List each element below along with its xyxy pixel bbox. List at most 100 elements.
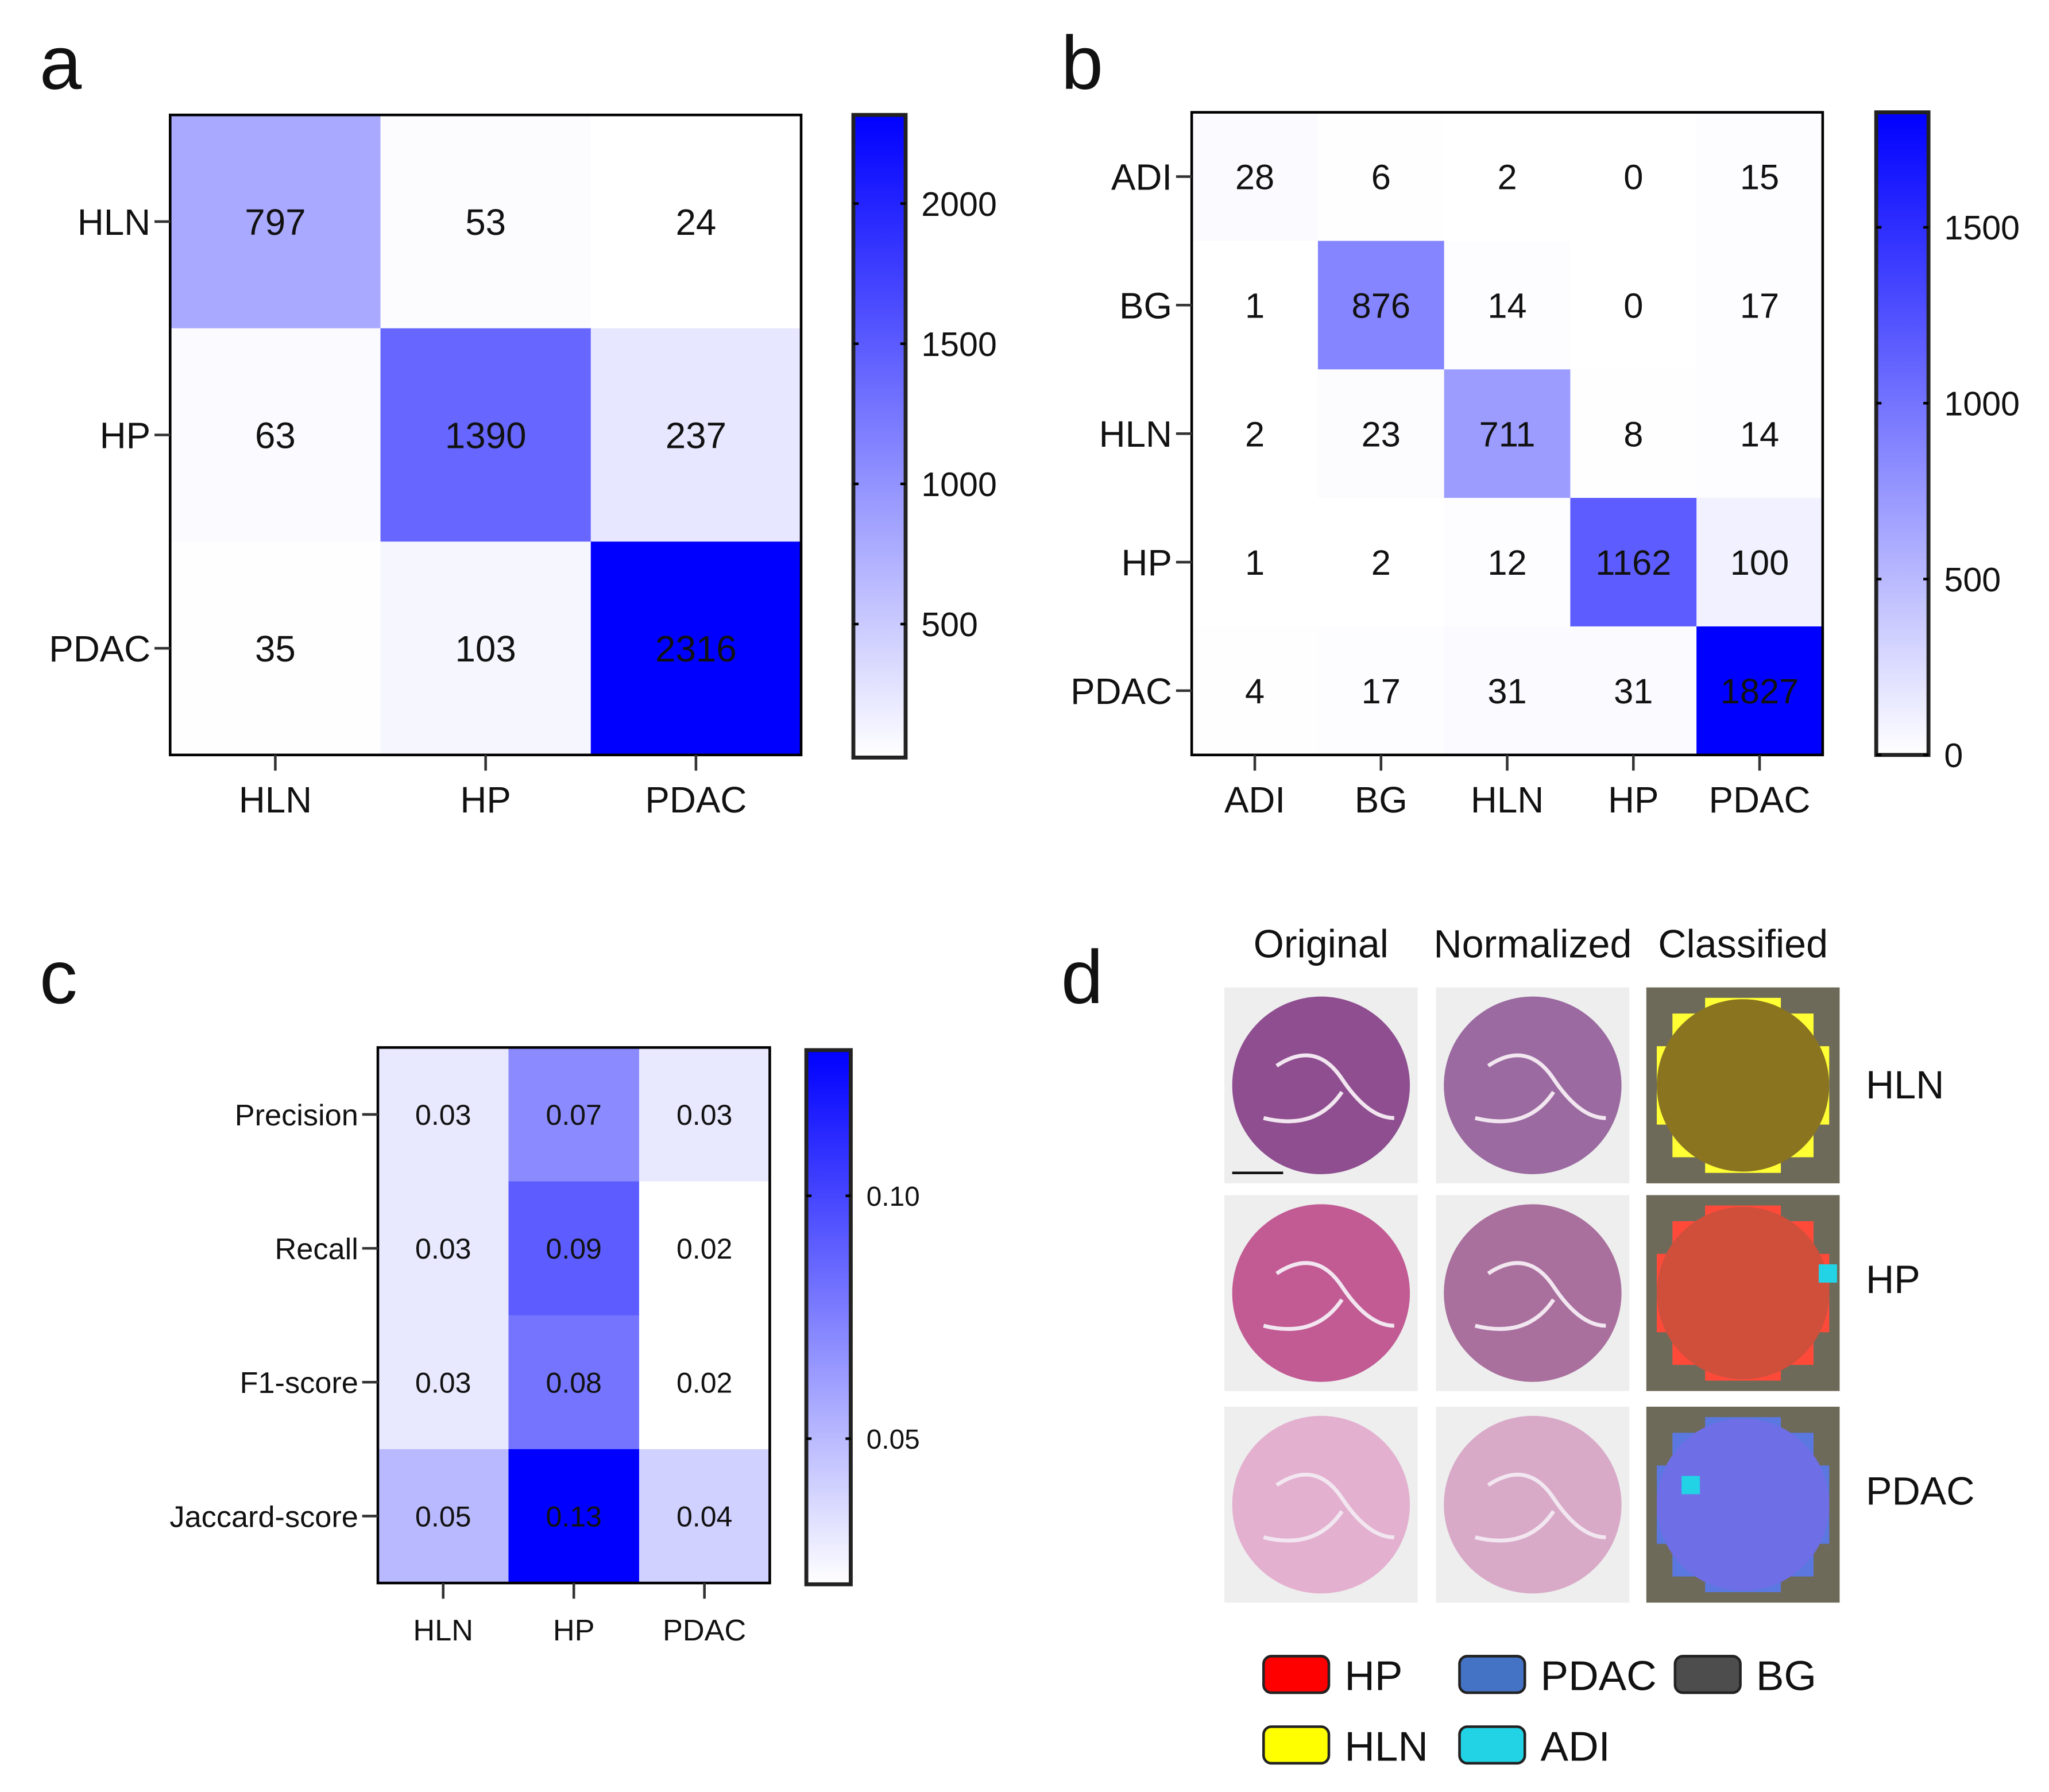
cell-value: 1827 — [1721, 672, 1799, 711]
heatmap-cell — [1192, 112, 1319, 242]
cell-value: 237 — [666, 415, 726, 456]
heatmap-cell — [590, 541, 802, 756]
heatmap-cell — [170, 541, 381, 756]
cell-value: 797 — [245, 202, 306, 243]
cell-value: 2316 — [655, 629, 737, 669]
heatmap-cell — [377, 1181, 509, 1316]
colorbar — [851, 113, 908, 760]
class-region — [1656, 1206, 1830, 1380]
cell-value: 0.03 — [415, 1233, 471, 1265]
cell-value: 17 — [1740, 286, 1779, 326]
cell-value: 0.05 — [415, 1500, 471, 1532]
heatmap-cell — [1317, 112, 1445, 242]
tissue-texture — [1474, 1261, 1606, 1331]
x-tick-label: HP — [553, 1614, 595, 1647]
tissue-texture — [1263, 1053, 1394, 1124]
tissue-texture — [1263, 1472, 1394, 1543]
y-tick-label: PDAC — [49, 629, 150, 669]
class-region — [1656, 999, 1830, 1172]
row-label: HP — [1866, 1258, 1920, 1302]
y-tick-label: HP — [1122, 543, 1172, 583]
cell-value: 0.09 — [546, 1233, 602, 1265]
legend-swatch-bg — [1673, 1655, 1742, 1694]
heatmap-cell — [639, 1047, 771, 1182]
x-tick-label: HP — [1608, 780, 1658, 820]
panel-label-b: b — [1061, 21, 1103, 105]
heatmap-cell — [1444, 112, 1571, 242]
cell-value: 17 — [1362, 672, 1401, 711]
tissue-core — [1444, 996, 1622, 1175]
heatmap-cell — [1570, 241, 1698, 370]
panel-label-a: a — [40, 21, 82, 105]
heatmap-cell — [377, 1449, 509, 1584]
row-label: PDAC — [1866, 1470, 1975, 1514]
cell-value: 2 — [1371, 543, 1391, 583]
legend-swatch-hln — [1262, 1725, 1331, 1765]
heatmap-cell — [1444, 626, 1571, 756]
heatmap-cell — [1696, 241, 1824, 370]
cell-value: 24 — [675, 202, 716, 243]
x-tick-label: PDAC — [645, 780, 747, 820]
cell-value: 0.04 — [676, 1500, 732, 1532]
row-label: HLN — [1866, 1063, 1944, 1107]
cell-value: 711 — [1479, 415, 1536, 454]
y-tick-label: Precision — [235, 1099, 358, 1132]
colorbar — [1874, 110, 1931, 757]
heatmap-cell — [1317, 241, 1445, 370]
cell-value: 8 — [1623, 415, 1643, 454]
heatmap-cell — [380, 115, 591, 329]
tissue-core — [1444, 1415, 1622, 1594]
heatmap-cell — [1192, 498, 1319, 628]
cell-value: 2 — [1245, 415, 1265, 454]
legend-label: HP — [1344, 1653, 1402, 1700]
heatmap-cell — [639, 1315, 771, 1450]
cell-value: 35 — [255, 629, 296, 669]
heatmap-cell — [508, 1449, 640, 1584]
cell-value: 14 — [1487, 286, 1526, 326]
tissue-core — [1232, 1204, 1410, 1382]
tissue-texture — [1474, 1053, 1606, 1124]
y-tick-label: HLN — [78, 202, 150, 243]
column-header: Classified — [1658, 922, 1828, 966]
cell-value: 12 — [1487, 543, 1526, 583]
colorbar-tick-label: 500 — [1944, 560, 2001, 599]
heatmap-cell — [377, 1047, 509, 1182]
cell-value: 1 — [1245, 286, 1265, 326]
tissue-texture — [1474, 1472, 1606, 1543]
heatmap-a: 797 53 24 63 1390 237 35 103 2316 HLN HP PDAC HLN HP P… — [49, 113, 997, 820]
cell-value: 0.02 — [676, 1233, 732, 1265]
heatmap-cell — [1570, 112, 1698, 242]
cell-value: 0.02 — [676, 1367, 732, 1399]
cell-value: 0.03 — [676, 1099, 732, 1131]
y-tick-label: Jaccard-score — [169, 1500, 358, 1534]
x-tick-label: ADI — [1224, 780, 1285, 820]
x-tick-label: BG — [1355, 780, 1408, 820]
legend-swatch-hp — [1262, 1655, 1331, 1694]
cell-value: 0 — [1623, 158, 1643, 198]
colorbar-tick-label: 0.05 — [867, 1425, 920, 1455]
cell-value: 0.03 — [415, 1367, 471, 1399]
cell-value: 63 — [255, 415, 296, 456]
column-header: Original — [1254, 922, 1389, 966]
y-tick-label: HLN — [1099, 414, 1172, 455]
cell-value: 0.13 — [546, 1500, 602, 1532]
cell-value: 28 — [1235, 158, 1274, 198]
cell-value: 53 — [465, 202, 506, 243]
heatmap-cell — [639, 1181, 771, 1316]
colorbar-tick-label: 1000 — [1944, 385, 2020, 423]
heatmap-cell — [1192, 626, 1319, 756]
colorbar-tick-label: 0 — [1944, 736, 1963, 775]
colorbar-tick-label: 2000 — [921, 185, 997, 223]
cell-value: 6 — [1371, 158, 1391, 198]
heatmap-cell — [1317, 369, 1445, 499]
heatmap-cell — [170, 115, 381, 329]
x-tick-label: HLN — [1471, 780, 1544, 820]
heatmap-cell — [1317, 626, 1445, 756]
panel-label-c: c — [40, 935, 78, 1019]
colorbar — [804, 1048, 853, 1586]
heatmap-cell — [1192, 241, 1319, 370]
heatmap-cell — [1192, 369, 1319, 499]
y-tick-label: HP — [100, 415, 150, 456]
